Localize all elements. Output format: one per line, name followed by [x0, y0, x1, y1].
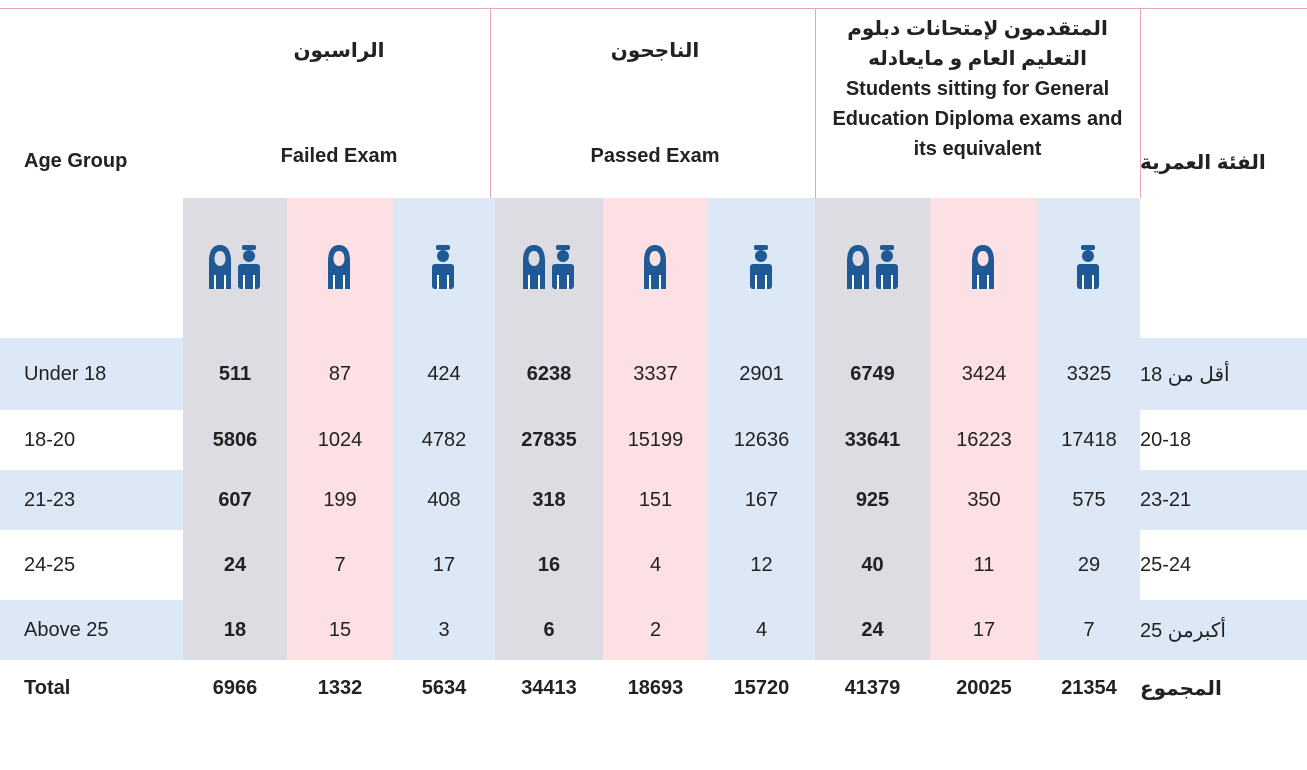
row-label-en: Under 18: [0, 338, 183, 410]
value-cell: 5634: [393, 660, 495, 716]
value-cell: 424: [393, 338, 495, 410]
group-title-ar: الناجحون: [610, 40, 700, 62]
value-cell: 34413: [495, 660, 603, 716]
value-cell: 167: [708, 470, 815, 530]
person-icon: [432, 245, 454, 289]
value-cell: 87: [287, 338, 393, 410]
person-icon: [749, 245, 772, 289]
value-cell: 199: [287, 470, 393, 530]
row-label-ar: المجموع: [1140, 660, 1307, 716]
value-cell: 3424: [930, 338, 1038, 410]
value-cell: 12: [708, 530, 815, 600]
value-cell: 151: [603, 470, 708, 530]
value-cell: 15: [287, 600, 393, 660]
value-cell: 318: [495, 470, 603, 530]
value-cell: 11: [930, 530, 1038, 600]
group-title-ar: المتقدمون لإمتحانات دبلوم التعليم العام …: [847, 18, 1108, 70]
group-title-en: Failed Exam: [280, 145, 398, 167]
group-title-ar: الراسبون: [293, 40, 385, 62]
value-cell: 6: [495, 600, 603, 660]
value-cell: 7: [1038, 600, 1140, 660]
value-cell: 6966: [183, 660, 287, 716]
value-cell: 350: [930, 470, 1038, 530]
border: [0, 8, 1307, 9]
person-icon: [972, 245, 994, 289]
value-cell: 3337: [603, 338, 708, 410]
row-label-ar: 25-24: [1140, 530, 1307, 600]
value-cell: 6238: [495, 338, 603, 410]
icon-cell: [708, 198, 815, 338]
person-icon: [1077, 245, 1099, 289]
value-cell: 12636: [708, 410, 815, 470]
person-icon: [209, 245, 260, 289]
value-cell: 15720: [708, 660, 815, 716]
value-cell: 3325: [1038, 338, 1140, 410]
border: [490, 8, 491, 198]
value-cell: 5806: [183, 410, 287, 470]
row-label-en: 21-23: [0, 470, 183, 530]
person-icon: [846, 245, 898, 289]
value-cell: 6749: [815, 338, 930, 410]
value-cell: 4: [603, 530, 708, 600]
value-cell: 17: [393, 530, 495, 600]
value-cell: 20025: [930, 660, 1038, 716]
person-icon: [328, 245, 350, 289]
header-cell: الفئة العمرية: [1140, 152, 1266, 174]
value-cell: 18693: [603, 660, 708, 716]
person-icon: [643, 245, 666, 289]
row-label-en: 18-20: [0, 410, 183, 470]
value-cell: 2: [603, 600, 708, 660]
row-label-en: Above 25: [0, 600, 183, 660]
value-cell: 7: [287, 530, 393, 600]
value-cell: 3: [393, 600, 495, 660]
value-cell: 16: [495, 530, 603, 600]
value-cell: 575: [1038, 470, 1140, 530]
row-label-ar: 23-21: [1140, 470, 1307, 530]
value-cell: 4: [708, 600, 815, 660]
icon-cell: [287, 198, 393, 338]
value-cell: 1332: [287, 660, 393, 716]
value-cell: 1024: [287, 410, 393, 470]
value-cell: 607: [183, 470, 287, 530]
icon-cell: [393, 198, 495, 338]
value-cell: 408: [393, 470, 495, 530]
icon-cell: [183, 198, 287, 338]
row-label-ar: أقل من 18: [1140, 338, 1307, 410]
row-label-ar: أكبرمن 25: [1140, 600, 1307, 660]
group-title-en: Passed Exam: [590, 145, 720, 167]
icon-cell: [815, 198, 930, 338]
icon-cell: [930, 198, 1038, 338]
value-cell: 4782: [393, 410, 495, 470]
row-label-en: Total: [0, 660, 183, 716]
value-cell: 33641: [815, 410, 930, 470]
value-cell: 18: [183, 600, 287, 660]
icon-cell: [1038, 198, 1140, 338]
value-cell: 29: [1038, 530, 1140, 600]
row-label-ar: 20-18: [1140, 410, 1307, 470]
border: [815, 8, 816, 198]
icon-cell: [603, 198, 708, 338]
border: [1140, 8, 1141, 198]
group-title-en: Students sitting for General Education D…: [832, 78, 1123, 160]
header-cell: Age Group: [24, 150, 128, 172]
value-cell: 511: [183, 338, 287, 410]
value-cell: 15199: [603, 410, 708, 470]
value-cell: 41379: [815, 660, 930, 716]
row-label-en: 24-25: [0, 530, 183, 600]
value-cell: 40: [815, 530, 930, 600]
value-cell: 17418: [1038, 410, 1140, 470]
value-cell: 16223: [930, 410, 1038, 470]
value-cell: 17: [930, 600, 1038, 660]
value-cell: 2901: [708, 338, 815, 410]
person-icon: [523, 245, 574, 289]
value-cell: 21354: [1038, 660, 1140, 716]
value-cell: 24: [815, 600, 930, 660]
value-cell: 24: [183, 530, 287, 600]
value-cell: 925: [815, 470, 930, 530]
value-cell: 27835: [495, 410, 603, 470]
icon-cell: [495, 198, 603, 338]
